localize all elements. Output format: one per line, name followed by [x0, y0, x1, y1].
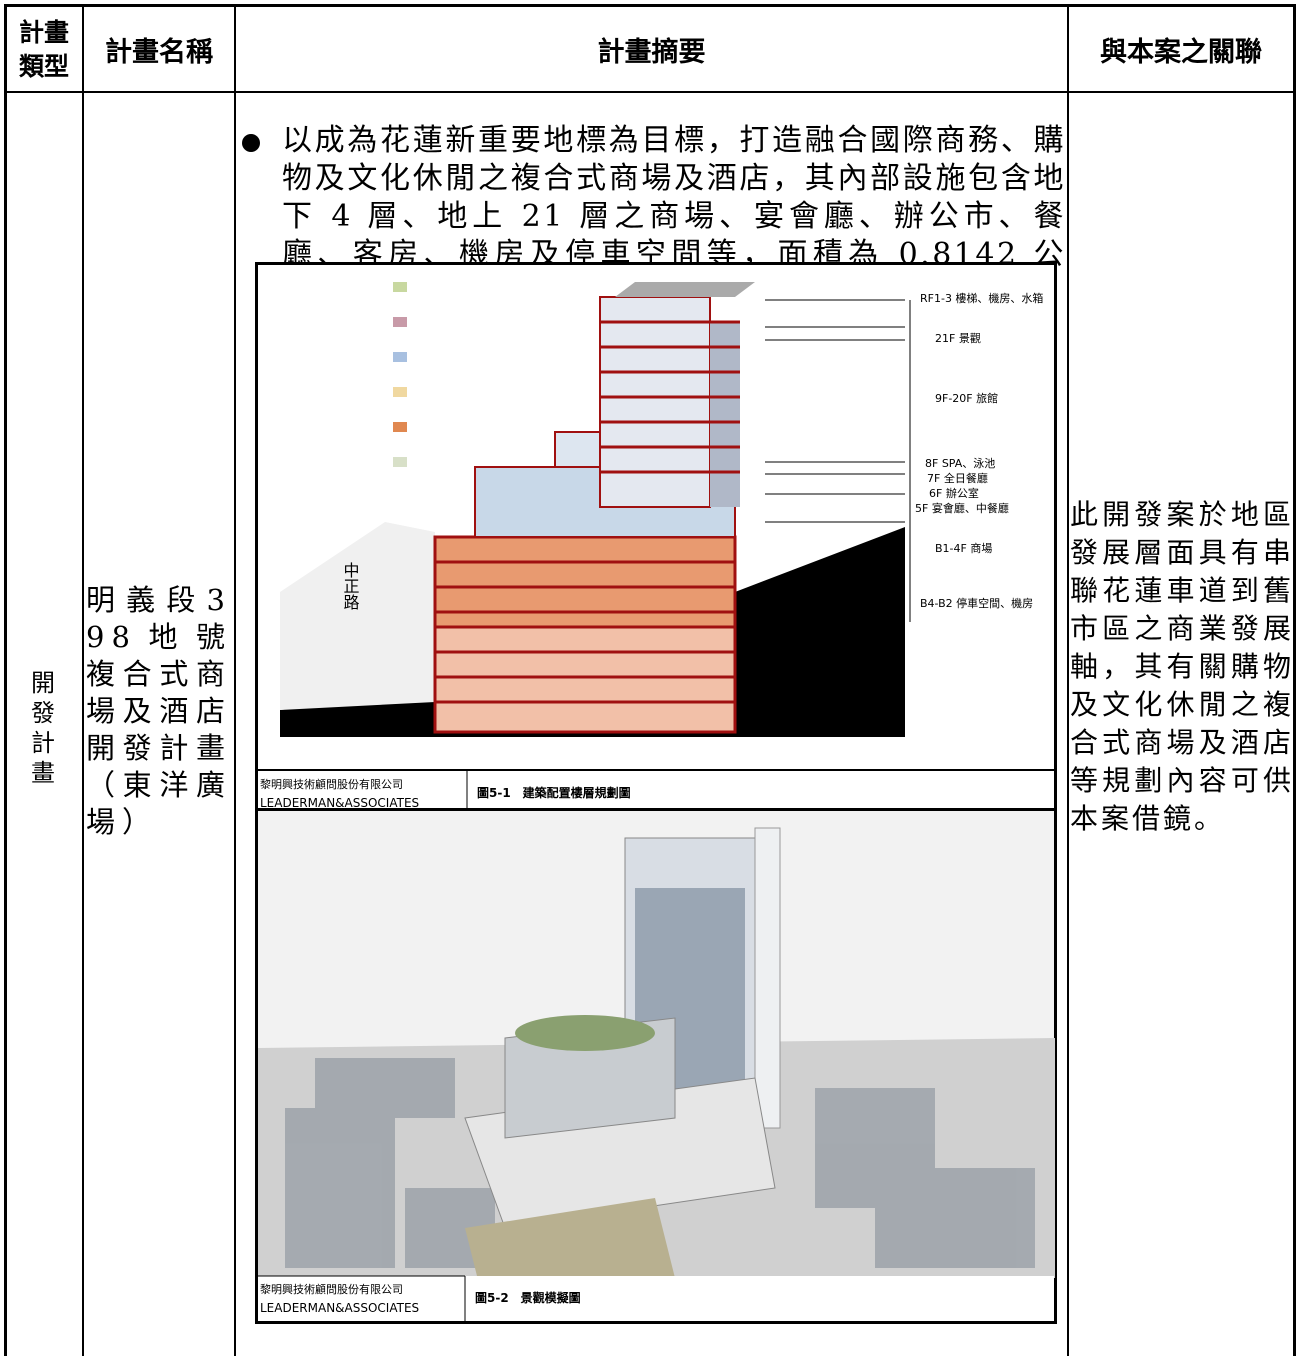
company-en: LEADERMAN&ASSOCIATES	[260, 1301, 419, 1315]
floor-label: 6F 辦公室	[929, 486, 979, 500]
floor-label: B4-B2 停車空間、機房	[920, 596, 1033, 610]
bullet	[242, 134, 260, 152]
border	[1293, 4, 1296, 1356]
border	[4, 4, 1296, 7]
floor-label: 7F 全日餐廳	[927, 471, 988, 485]
figure-render: 黎明興技術顧問股份有限公司 LEADERMAN&ASSOCIATES 圖5-2 …	[255, 808, 1057, 1324]
floor-label: 5F 宴會廳、中餐廳	[915, 501, 1009, 515]
floor-label: RF1-3 樓梯、機房、水箱	[920, 291, 1043, 305]
border	[4, 91, 1296, 93]
ground	[280, 527, 905, 737]
road-label: 中正路	[341, 562, 360, 610]
floor-label: 9F-20F 旅館	[935, 391, 998, 405]
floor-label: B1-4F 商場	[935, 541, 992, 555]
surrounding-buildings	[285, 1058, 1035, 1268]
header-cell: 計畫類型	[18, 18, 69, 81]
floor-lines	[435, 320, 740, 704]
caption-strip	[258, 1276, 1054, 1321]
figure-floor-plan: RF1-3 樓梯、機房、水箱 21F 景觀 9F-20F 旅館 8F SPA、泳…	[255, 262, 1057, 820]
floor-label: 21F 景觀	[935, 332, 981, 345]
figure-caption: 圖5-1 建築配置樓層規劃圖	[477, 785, 631, 800]
leader-lines	[765, 299, 911, 622]
floor-label: 8F SPA、泳池	[925, 456, 995, 470]
plan-type: 開發計畫	[31, 669, 55, 787]
border	[82, 4, 84, 1356]
company: 黎明興技術顧問股份有限公司	[260, 777, 403, 791]
header-cell: 計畫名稱	[105, 36, 213, 68]
border	[234, 4, 236, 1356]
header-cell: 與本案之關聯	[1100, 36, 1262, 68]
header-cell: 計畫摘要	[597, 36, 706, 68]
border	[4, 4, 7, 1356]
figure-caption: 圖5-2 景觀模擬圖	[475, 1290, 581, 1305]
plan-name: 明義段398地號複合式商場及酒店開發計畫（東洋廣場）	[86, 583, 232, 839]
company-en: LEADERMAN&ASSOCIATES	[260, 796, 419, 810]
company: 黎明興技術顧問股份有限公司	[260, 1282, 403, 1296]
relation: 此開發案於地區發展層面具有串聯花蓮車道到舊市區之商業發展軸，其有關購物及文化休閒…	[1070, 498, 1294, 835]
road	[280, 522, 435, 710]
building	[433, 282, 755, 734]
border	[1067, 4, 1069, 1356]
legend-swatches	[393, 282, 407, 467]
